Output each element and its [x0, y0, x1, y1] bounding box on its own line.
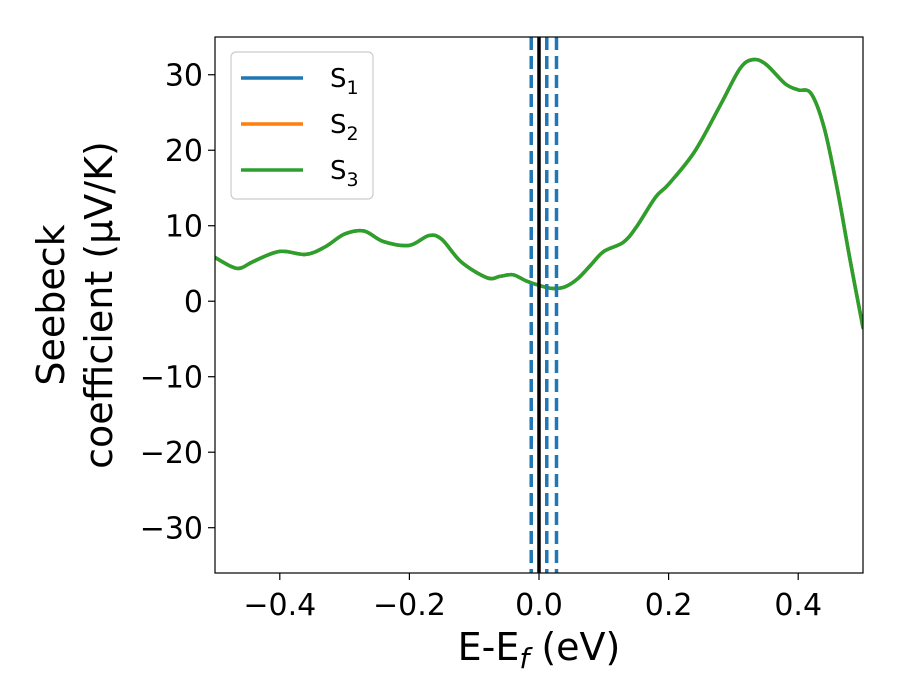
legend: S1 S2 S3 — [230, 51, 374, 200]
x-tick-label: 0.0 — [515, 588, 563, 623]
y-tick-label: 20 — [165, 134, 203, 169]
x-tick-label: 0.4 — [774, 588, 822, 623]
y-tick-label: 30 — [165, 59, 203, 94]
x-tick-label: 0.2 — [645, 588, 693, 623]
x-tick-label: −0.4 — [243, 588, 316, 623]
legend-label-2: S2 — [330, 110, 359, 145]
y-tick-label: 10 — [165, 210, 203, 245]
y-ticks: 30 20 10 0 −10 −20 −30 — [140, 59, 215, 547]
y-axis-title-line2: coefficient (μV/K) — [77, 141, 121, 469]
x-ticks: −0.4 −0.2 0.0 0.2 0.4 — [243, 573, 822, 623]
legend-label-3: S3 — [330, 156, 359, 191]
series-line-3 — [215, 57, 863, 330]
y-axis-title-line1: Seebeck — [29, 224, 73, 385]
vline-layer — [529, 37, 559, 573]
x-axis-title: E-Ef (eV) — [458, 625, 621, 675]
x-tick-label: −0.2 — [373, 588, 446, 623]
y-tick-label: −30 — [140, 512, 203, 547]
legend-label-1: S1 — [330, 64, 359, 99]
y-tick-label: −10 — [140, 361, 203, 396]
series-layer — [215, 57, 863, 330]
y-tick-label: −20 — [140, 436, 203, 471]
y-tick-label: 0 — [184, 285, 203, 320]
